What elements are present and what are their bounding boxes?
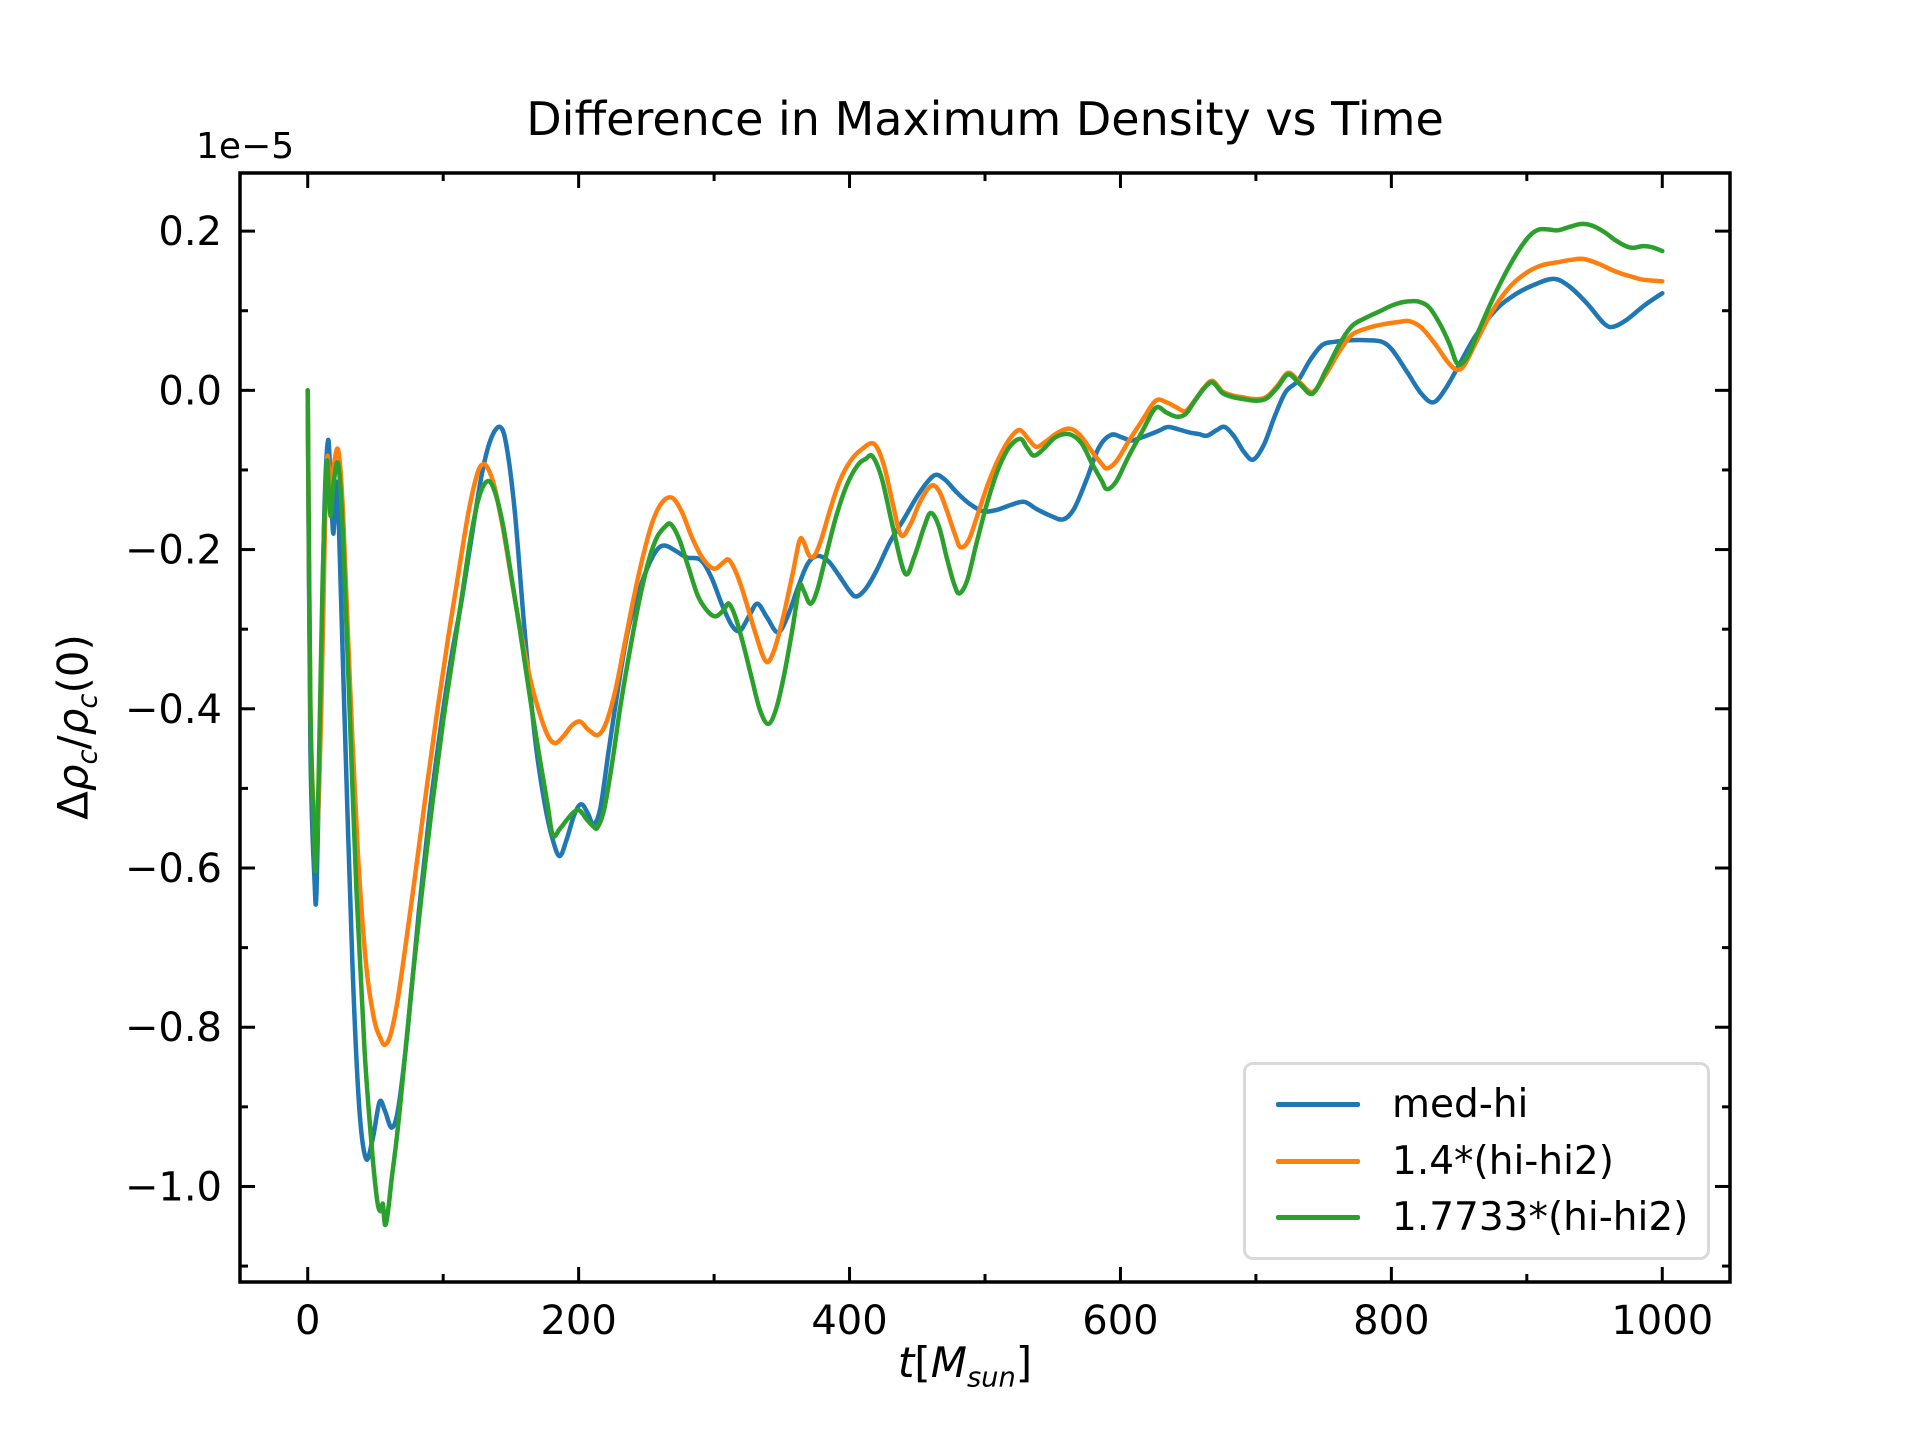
y-axis-label-sub2: c	[72, 693, 104, 709]
legend-row-1-4-hi-hi2: 1.4*(hi-hi2)	[1256, 1139, 1697, 1184]
y-axis-label-delta: Δ	[48, 791, 98, 820]
y-axis-label-rho2: ρ	[48, 708, 98, 736]
y-tick-label: −0.6	[125, 846, 222, 892]
x-tick-label: 200	[540, 1298, 616, 1344]
legend-label-med-hi: med-hi	[1392, 1082, 1529, 1128]
chart-title: Difference in Maximum Density vs Time	[526, 92, 1444, 146]
y-tick-label: −0.2	[125, 528, 222, 574]
legend-line-sample-med-hi	[1276, 1102, 1360, 1108]
y-tick-label: 0.0	[158, 368, 222, 414]
legend-line-sample-1-7733-hi-hi2	[1276, 1214, 1360, 1220]
legend-row-med-hi: med-hi	[1256, 1082, 1697, 1127]
legend-label-1-7733-hi-hi2: 1.7733*(hi-hi2)	[1392, 1194, 1689, 1240]
x-axis-label-close-bracket: ]	[1015, 1338, 1033, 1387]
x-axis-label: t[Msun]	[898, 1338, 1032, 1393]
legend-row-1-7733-hi-hi2: 1.7733*(hi-hi2)	[1256, 1195, 1697, 1240]
x-axis-label-open-bracket: [	[914, 1338, 931, 1387]
x-axis-label-M: M	[930, 1338, 967, 1387]
y-tick-label: 0.2	[158, 209, 222, 255]
y-axis-label: Δρc/ρc(0)	[48, 634, 103, 820]
series-line-0	[305, 276, 1665, 1162]
x-tick-label: 0	[295, 1298, 320, 1344]
x-tick-label: 600	[1082, 1298, 1158, 1344]
series-line-2	[305, 221, 1665, 1228]
x-tick-label: 800	[1353, 1298, 1429, 1344]
legend-label-1-4-hi-hi2: 1.4*(hi-hi2)	[1392, 1138, 1614, 1184]
y-tick-label: −0.8	[125, 1005, 222, 1051]
y-tick-label: −1.0	[125, 1164, 222, 1210]
legend: med-hi 1.4*(hi-hi2) 1.7733*(hi-hi2)	[1243, 1062, 1710, 1260]
y-axis-offset-label: 1e−5	[196, 126, 295, 167]
y-axis-label-sub1: c	[72, 749, 104, 765]
legend-line-sample-1-4-hi-hi2	[1276, 1158, 1360, 1164]
x-tick-label: 1000	[1611, 1298, 1713, 1344]
series-line-1	[305, 256, 1665, 1048]
y-axis-label-rho1: ρ	[48, 764, 98, 792]
y-tick-label: −0.4	[125, 687, 222, 733]
y-axis-label-slash: /	[48, 735, 98, 750]
x-axis-label-sub: sun	[966, 1362, 1016, 1394]
x-axis-label-t: t	[897, 1338, 915, 1387]
y-axis-label-tail: (0)	[48, 634, 98, 694]
x-tick-label: 400	[811, 1298, 887, 1344]
